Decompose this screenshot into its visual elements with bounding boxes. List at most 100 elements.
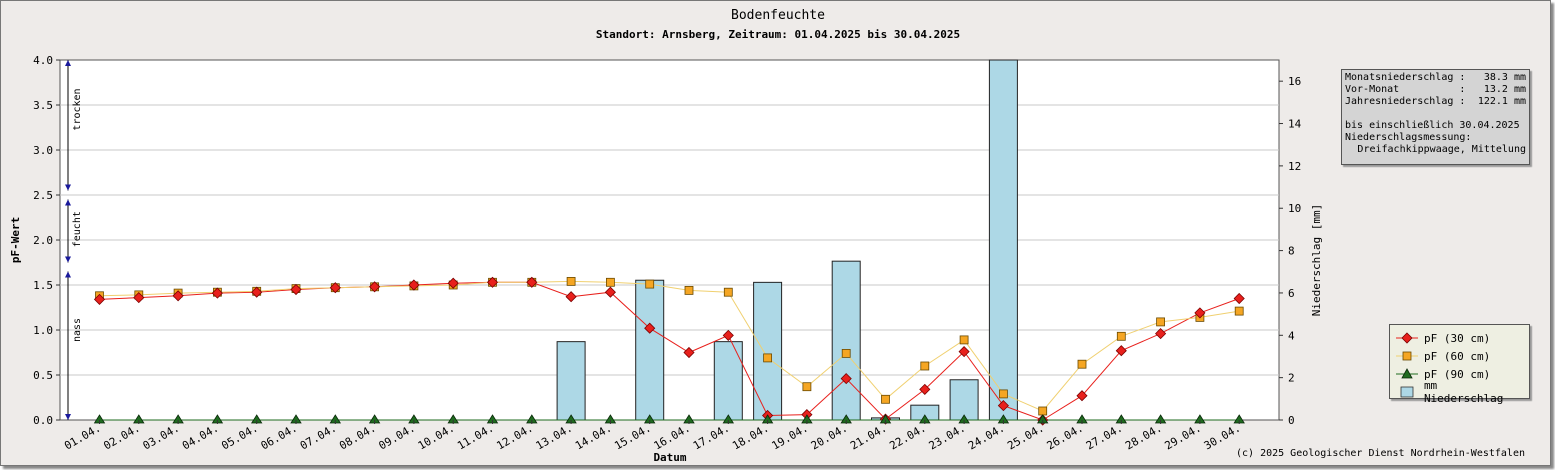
x-tick-label: 27.04. [1084,421,1125,452]
pf-markers [93,276,1245,426]
pf60-point [723,287,733,297]
y2-axis-label: Niederschlag [mm] [1310,204,1323,317]
pf60-point [1234,306,1244,316]
precipitation-bars [556,59,1018,421]
pf60-point [763,353,772,363]
pf60-point [802,382,812,392]
legend-item-pf30: pF (30 cm) [1396,329,1523,347]
pf60-point [841,348,851,358]
x-tick-label: 24.04. [966,421,1007,452]
x-tick-label: 28.04. [1123,421,1164,452]
x-tick-label: 26.04. [1045,421,1086,452]
series-line [99,281,1240,421]
x-tick-label: 05.04. [219,421,260,452]
y-tick-label: 4.0 [33,54,53,67]
y-tick-label: 0.5 [33,369,53,382]
info-line-month: Monatsniederschlag : 38.3 mm [1345,72,1526,84]
legend: pF (30 cm) pF (60 cm) pF (90 cm) mm Nied… [1389,324,1530,405]
y2-tick-label: 0 [1288,414,1295,427]
x-tick-label: 01.04. [62,421,103,452]
info-value: 38.3 mm [1483,72,1526,83]
legend-label: pF (30 cm) [1424,331,1491,345]
zone-label: trocken [72,88,83,130]
pf30-point [408,279,420,291]
y2-tick-label: 4 [1288,329,1295,342]
pf60-point [1156,317,1165,327]
x-tick-label: 20.04. [809,421,850,452]
y2-tick-label: 8 [1288,245,1295,258]
y2-axis-ticks: 0 2 4 6 8 10 12 14 16 [1279,75,1302,427]
y-axis-label: pF-Wert [9,217,22,263]
x-tick-label: 09.04. [376,421,417,452]
info-method: Dreifachkippwaage, Mittelung [1357,144,1526,155]
pf30-point [683,346,695,359]
pf60-point [920,361,930,371]
legend-item-pf90: pF (90 cm) [1396,365,1523,383]
y2-tick-label: 16 [1288,75,1301,88]
info-value: 122.1 mm [1477,96,1526,107]
x-tick-label: 17.04. [691,421,732,452]
precipitation-bar [949,379,979,421]
pf30-point [997,400,1009,412]
grid [60,104,1279,376]
info-until: bis einschließlich 30.04.2025 [1345,120,1520,131]
precipitation-info-box: Monatsniederschlag : 38.3 mm Vor-Monat : 1… [1341,69,1530,165]
zone-arrow-up [65,60,71,66]
legend-item-pf60: pF (60 cm) [1396,347,1523,365]
info-line-prev-month: Vor-Monat : 13.2 mm [1345,84,1526,96]
y-tick-label: 1.5 [33,279,53,292]
pf30-point [565,291,577,303]
precipitation-bar [753,281,783,421]
bar-swatch-icon [1400,386,1414,398]
zone-arrow-down [65,184,71,191]
legend-label: pF (60 cm) [1424,349,1491,363]
pf-lines [99,280,1240,421]
x-tick-label: 25.04. [1005,421,1046,452]
x-tick-label: 14.04. [573,421,614,452]
y2-tick-label: 12 [1288,160,1301,173]
square-marker-icon [1396,351,1418,361]
precipitation-bar [988,59,1018,421]
y2-tick-label: 6 [1288,287,1295,300]
y-tick-label: 0.0 [33,414,53,427]
x-tick-label: 11.04. [455,421,496,452]
info-line-year: Jahresniederschlag : 122.1 mm [1345,96,1526,108]
x-tick-label: 19.04. [769,421,810,452]
x-tick-label: 04.04. [180,421,221,452]
y2-tick-label: 2 [1288,372,1295,385]
info-label: Monatsniederschlag : [1345,72,1466,83]
x-tick-label: 08.04. [337,421,378,452]
y-tick-label: 3.0 [33,144,53,157]
pf30-point [958,346,970,358]
pf60-point [959,335,969,345]
info-value: 13.2 mm [1483,84,1526,95]
pf30-point [1155,328,1167,340]
x-tick-label: 21.04. [848,421,889,452]
x-tick-label: 13.04. [534,421,575,452]
y-tick-label: 3.5 [33,99,53,112]
pf30-point [290,283,302,296]
series-line [99,280,1240,412]
zone-arrow-up [65,271,71,278]
y-tick-label: 2.0 [33,234,53,247]
pf30-point [604,286,616,298]
pf30-point [369,281,381,293]
x-tick-label: 29.04. [1162,421,1203,452]
pf30-point [1076,390,1088,402]
pf60-point [566,276,576,286]
precipitation-bar [635,279,665,421]
y-axis-ticks: 0.0 0.5 1.0 1.5 2.0 2.5 3.0 3.5 4.0 [33,54,60,427]
precipitation-bar [831,260,861,421]
legend-item-precipitation: mm Niederschlag [1396,379,1523,405]
zone-label: feucht [72,211,83,247]
precipitation-bar [713,341,743,421]
y-tick-label: 2.5 [33,189,53,202]
pf30-point [840,373,852,385]
pf60-point [684,285,694,295]
pf60-point [881,394,890,404]
pf30-point [1115,345,1127,357]
pf30-point [211,287,223,299]
pf30-point [447,277,459,289]
pf30-point [526,276,538,288]
zone-arrow-down [65,256,71,263]
